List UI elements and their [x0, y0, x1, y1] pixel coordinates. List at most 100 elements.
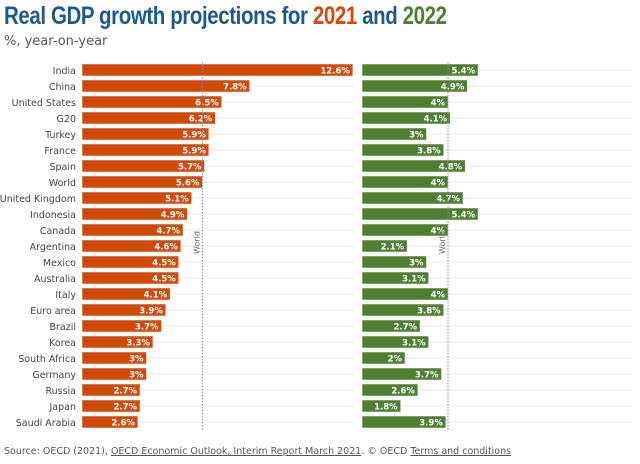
- category-label: India: [53, 66, 76, 77]
- data-label: 4%: [431, 227, 446, 237]
- data-label: 3.8%: [417, 147, 441, 157]
- category-label: Brazil: [49, 322, 76, 333]
- bar-2021: [81, 223, 184, 237]
- category-label: Saudi Arabia: [16, 418, 76, 429]
- data-label: 4.6%: [154, 243, 178, 253]
- data-label: 3.7%: [415, 371, 439, 381]
- category-label: G20: [57, 114, 76, 125]
- bar-2022: [361, 159, 466, 173]
- terms-link[interactable]: Terms and conditions: [410, 446, 512, 457]
- data-label: 6.5%: [195, 99, 219, 109]
- data-label: 3%: [129, 371, 144, 381]
- category-label: Italy: [55, 290, 76, 301]
- bar-2021: [81, 351, 147, 365]
- category-label: Euro area: [30, 306, 76, 317]
- data-label: 4%: [431, 179, 446, 189]
- category-label: China: [49, 82, 76, 93]
- category-label: United States: [12, 98, 76, 109]
- data-label: 4.7%: [436, 195, 460, 205]
- data-label: 6.2%: [189, 115, 213, 125]
- data-label: 3%: [409, 131, 424, 141]
- bar-2022: [361, 63, 479, 77]
- data-label: 5.7%: [178, 163, 202, 173]
- category-label: Russia: [45, 386, 76, 397]
- bar-2021: [81, 399, 141, 413]
- source-copyright: . © OECD: [361, 446, 411, 457]
- data-label: 3.7%: [135, 323, 159, 333]
- source-link[interactable]: OECD Economic Outlook, Interim Report Ma…: [110, 446, 362, 457]
- bar-2021: [81, 63, 354, 77]
- data-label: 4.1%: [424, 115, 448, 125]
- category-label: World: [49, 178, 76, 189]
- category-label: Japan: [49, 402, 77, 413]
- data-label: 5.1%: [165, 195, 189, 205]
- category-label: United Kingdom: [0, 194, 76, 205]
- bar-2021: [81, 335, 154, 349]
- data-label: 5.9%: [182, 131, 206, 141]
- bar-2021: [81, 79, 250, 93]
- category-label: Spain: [49, 162, 76, 173]
- bar-2021: [81, 111, 216, 125]
- data-label: 2.6%: [111, 419, 135, 429]
- data-label: 3.9%: [419, 419, 443, 429]
- data-label: 4%: [431, 99, 446, 109]
- data-label: 4.1%: [144, 291, 168, 301]
- bar-2021: [81, 383, 141, 397]
- category-label: Australia: [34, 274, 76, 285]
- data-label: 4.5%: [152, 259, 176, 269]
- data-label: 4.5%: [152, 275, 176, 285]
- data-label: 2%: [388, 355, 403, 365]
- bar-2021: [81, 143, 210, 157]
- reference-label: World: [438, 231, 447, 254]
- bar-2022: [361, 111, 451, 125]
- bar-2021: [81, 415, 139, 429]
- bar-2021: [81, 255, 179, 269]
- data-label: 5.9%: [182, 147, 206, 157]
- data-label: 7.8%: [223, 83, 247, 93]
- data-label: 2.7%: [113, 387, 137, 397]
- category-label: Germany: [32, 370, 76, 381]
- title-year-2021: 2021: [312, 2, 357, 30]
- data-label: 4.8%: [439, 163, 463, 173]
- category-label: Korea: [49, 338, 76, 349]
- bar-2021: [81, 239, 182, 253]
- data-label: 5.4%: [452, 211, 476, 221]
- data-label: 5.4%: [452, 67, 476, 77]
- bar-2022: [361, 143, 444, 157]
- data-label: 2.1%: [381, 243, 405, 253]
- bar-2021: [81, 287, 171, 301]
- chart-subtitle: %, year-on-year: [4, 34, 108, 49]
- bar-2021: [81, 271, 179, 285]
- data-label: 3%: [409, 259, 424, 269]
- title-text-and: and: [356, 2, 403, 30]
- reference-label: World: [192, 231, 201, 254]
- category-label: Argentina: [30, 242, 76, 253]
- bar-2022: [361, 255, 427, 269]
- data-label: 5.6%: [176, 179, 200, 189]
- title-text: Real GDP growth projections for: [4, 2, 313, 30]
- bar-2022: [361, 303, 444, 317]
- category-label: Canada: [40, 226, 76, 237]
- data-label: 3%: [129, 355, 144, 365]
- data-label: 4.9%: [441, 83, 465, 93]
- category-label: France: [44, 146, 76, 157]
- bar-2022: [361, 335, 429, 349]
- bar-2022: [361, 79, 468, 93]
- category-label: Indonesia: [30, 210, 76, 221]
- data-label: 12.6%: [320, 67, 350, 77]
- bar-2022: [361, 399, 401, 413]
- bar-2022: [361, 319, 421, 333]
- title-year-2022: 2022: [402, 2, 447, 30]
- bar-2021: [81, 95, 222, 109]
- category-label: Mexico: [43, 258, 76, 269]
- bar-2021: [81, 159, 205, 173]
- bar-2022: [361, 383, 419, 397]
- chart-title: Real GDP growth projections for 2021 and…: [4, 2, 447, 31]
- data-label: 3.9%: [139, 307, 163, 317]
- source-note: Source: OECD (2021), OECD Economic Outlo…: [4, 446, 511, 457]
- data-label: 4%: [431, 291, 446, 301]
- source-prefix: Source: OECD (2021),: [4, 446, 111, 457]
- data-label: 3.8%: [417, 307, 441, 317]
- bar-2021: [81, 127, 210, 141]
- bar-2022: [361, 415, 447, 429]
